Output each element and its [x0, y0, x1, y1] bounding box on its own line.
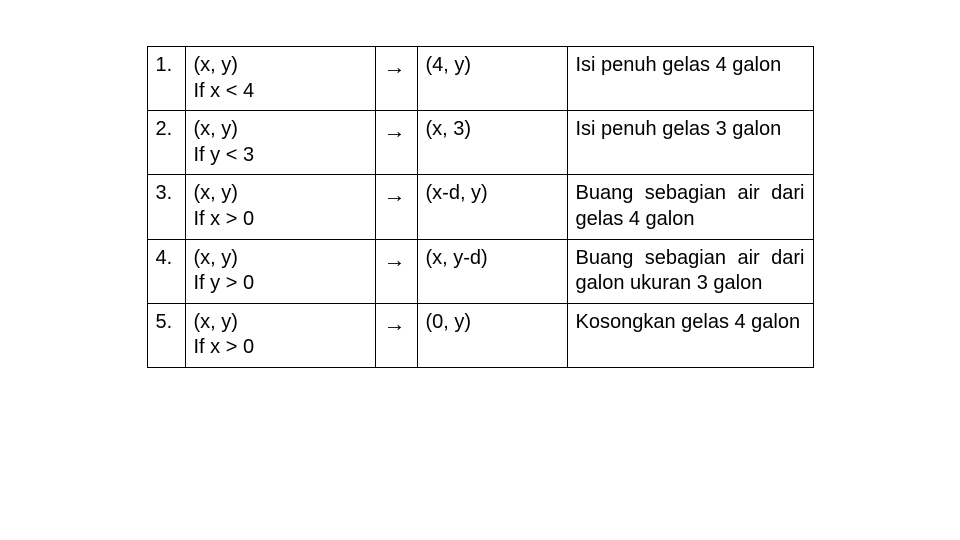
state-line2: If y < 3 — [194, 143, 367, 169]
cell-arrow: → — [375, 47, 417, 111]
cell-desc: Kosongkan gelas 4 galon — [567, 303, 813, 367]
state-line1: (x, y) — [194, 310, 367, 336]
cell-desc: Isi penuh gelas 3 galon — [567, 111, 813, 175]
cell-result: (x-d, y) — [417, 175, 567, 239]
state-line1: (x, y) — [194, 53, 367, 79]
state-line1: (x, y) — [194, 117, 367, 143]
cell-state: (x, y) If x > 0 — [185, 175, 375, 239]
cell-num: 2. — [147, 111, 185, 175]
cell-state: (x, y) If x < 4 — [185, 47, 375, 111]
cell-arrow: → — [375, 303, 417, 367]
table-row: 5. (x, y) If x > 0 → (0, y) Kosongkan ge… — [147, 303, 813, 367]
cell-arrow: → — [375, 175, 417, 239]
cell-num: 1. — [147, 47, 185, 111]
table-row: 3. (x, y) If x > 0 → (x-d, y) Buang seba… — [147, 175, 813, 239]
cell-arrow: → — [375, 239, 417, 303]
state-line1: (x, y) — [194, 246, 367, 272]
cell-desc: Buang sebagian air dari gelas 4 galon — [567, 175, 813, 239]
cell-result: (x, 3) — [417, 111, 567, 175]
cell-state: (x, y) If y < 3 — [185, 111, 375, 175]
cell-desc: Buang sebagian air dari galon ukuran 3 g… — [567, 239, 813, 303]
cell-desc: Isi penuh gelas 4 galon — [567, 47, 813, 111]
cell-result: (0, y) — [417, 303, 567, 367]
cell-state: (x, y) If y > 0 — [185, 239, 375, 303]
cell-num: 4. — [147, 239, 185, 303]
state-line2: If x > 0 — [194, 207, 367, 233]
state-line2: If x > 0 — [194, 335, 367, 361]
cell-num: 5. — [147, 303, 185, 367]
cell-state: (x, y) If x > 0 — [185, 303, 375, 367]
table-row: 1. (x, y) If x < 4 → (4, y) Isi penuh ge… — [147, 47, 813, 111]
table-row: 2. (x, y) If y < 3 → (x, 3) Isi penuh ge… — [147, 111, 813, 175]
cell-result: (4, y) — [417, 47, 567, 111]
state-line2: If y > 0 — [194, 271, 367, 297]
cell-arrow: → — [375, 111, 417, 175]
table-row: 4. (x, y) If y > 0 → (x, y-d) Buang seba… — [147, 239, 813, 303]
state-line2: If x < 4 — [194, 79, 367, 105]
cell-result: (x, y-d) — [417, 239, 567, 303]
cell-num: 3. — [147, 175, 185, 239]
state-line1: (x, y) — [194, 181, 367, 207]
rules-table: 1. (x, y) If x < 4 → (4, y) Isi penuh ge… — [147, 46, 814, 368]
